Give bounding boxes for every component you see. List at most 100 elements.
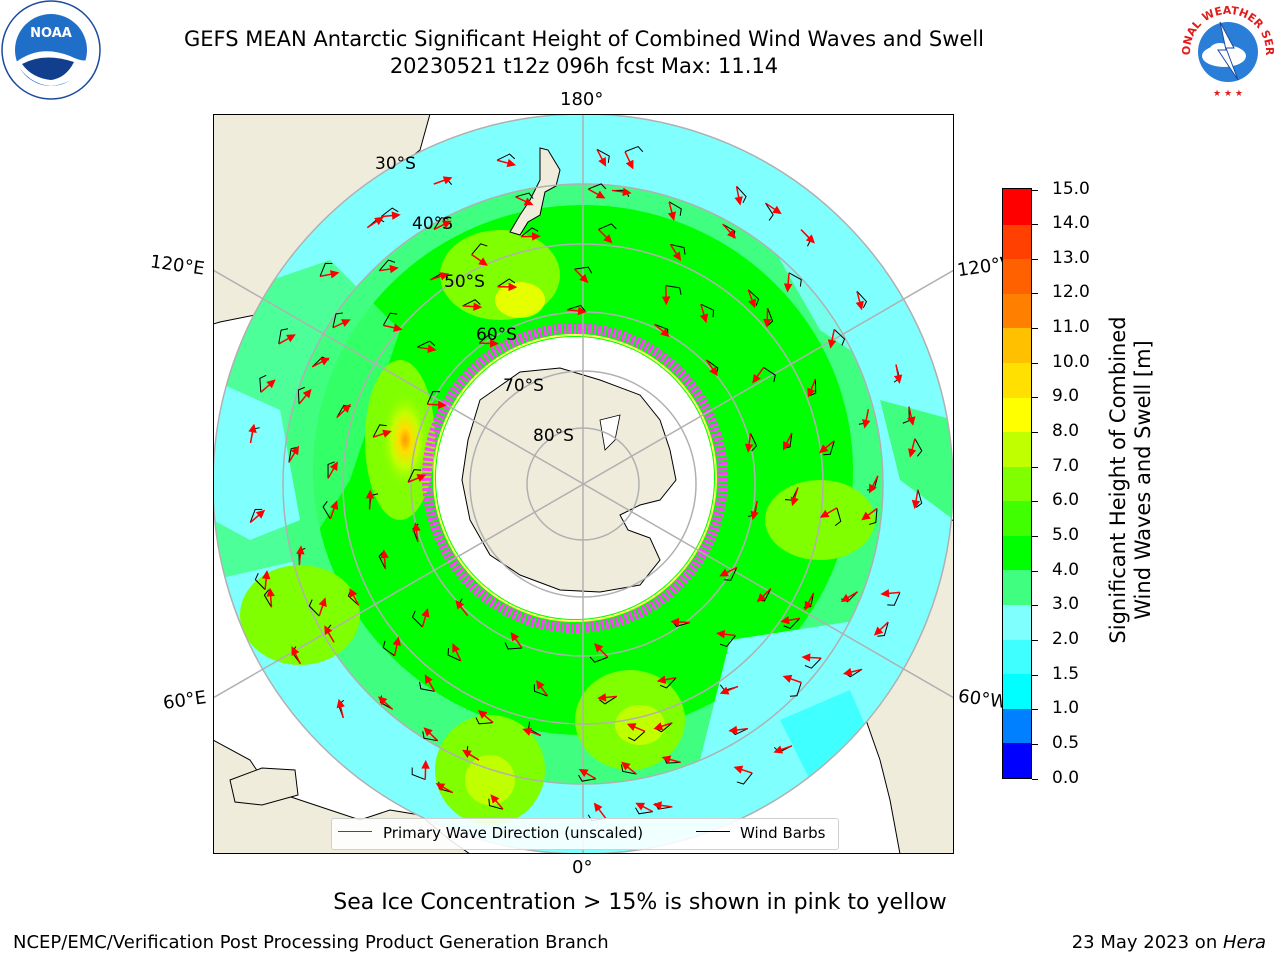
colorbar-segment	[1003, 466, 1031, 502]
lat-label-70s: 70°S	[503, 376, 544, 396]
wave-direction-arrow	[295, 544, 305, 565]
wave-direction-arrow	[626, 722, 645, 732]
wave-direction-arrow	[653, 323, 670, 337]
colorbar-tick	[1032, 535, 1038, 537]
wave-direction-arrow	[840, 590, 858, 602]
colorbar-segment	[1003, 569, 1031, 606]
wave-direction-arrow	[705, 358, 718, 376]
wave-direction-arrow	[747, 288, 756, 308]
colorbar-segment	[1003, 742, 1031, 778]
wave-direction-arrow	[382, 323, 403, 332]
wave-direction-arrow	[420, 607, 430, 627]
wave-direction-arrow	[451, 642, 462, 661]
wind-barb	[876, 621, 889, 637]
wave-direction-arrow	[861, 408, 870, 429]
wind-barb	[487, 798, 503, 810]
wind-barb	[624, 145, 643, 152]
wind-barb	[520, 226, 538, 237]
colorbar-tick-label: 13.0	[1052, 247, 1090, 268]
wave-direction-arrow	[497, 282, 517, 291]
wave-direction-arrow	[247, 423, 257, 443]
wind-barb	[659, 676, 677, 689]
wave-direction-arrow	[804, 592, 814, 610]
wave-direction-arrow	[800, 652, 821, 662]
wind-barb	[856, 290, 867, 308]
wave-direction-arrow	[611, 187, 632, 196]
wind-barb	[808, 378, 816, 396]
wind-barb	[407, 468, 421, 482]
footer-machine: Hera	[1222, 932, 1266, 953]
wave-direction-arrow	[326, 460, 338, 479]
colorbar-tick-label: 0.0	[1052, 767, 1080, 788]
wind-barb	[411, 610, 423, 627]
wave-direction-arrow	[744, 432, 753, 453]
colorbar-tick-label: 7.0	[1052, 455, 1080, 476]
wind-barb	[913, 437, 922, 457]
wave-direction-arrow	[277, 333, 296, 345]
footer-credit: NCEP/EMC/Verification Post Processing Pr…	[13, 932, 609, 953]
wave-direction-arrow	[489, 793, 504, 810]
colorbar-tick-label: 1.0	[1052, 698, 1080, 719]
wave-direction-arrow	[433, 175, 452, 185]
wind-barb	[461, 298, 481, 306]
wind-barb	[258, 374, 266, 392]
lon-label-60e: 60°E	[161, 687, 208, 714]
colorbar-title-line1: Significant Height of Combined	[1106, 316, 1130, 644]
wind-barb	[380, 206, 398, 217]
wind-barb	[378, 258, 395, 271]
colorbar-tick	[1032, 778, 1038, 780]
wave-direction-arrow	[407, 473, 426, 483]
colorbar-tick-label: 0.5	[1052, 732, 1080, 753]
wind-barb	[416, 339, 435, 348]
wind-barb	[504, 641, 522, 650]
sea-ice-ring	[421, 322, 728, 633]
wind-barb	[627, 730, 645, 741]
wave-direction-arrow	[911, 489, 920, 509]
wave-direction-arrow	[783, 272, 792, 293]
wind-barb	[762, 366, 776, 382]
colorbar-segment	[1003, 500, 1031, 536]
wave-direction-arrow	[842, 667, 862, 676]
wave-direction-arrow	[422, 726, 438, 741]
wind-barb	[766, 307, 773, 326]
colorbar-tick	[1032, 639, 1038, 641]
wave-direction-arrow	[265, 587, 275, 607]
wave-direction-arrow	[772, 744, 792, 754]
colorbar-segment	[1003, 327, 1031, 363]
colorbar-segment	[1003, 639, 1031, 675]
wave-direction-arrow	[365, 489, 374, 509]
colorbar-segment	[1003, 258, 1031, 294]
wave-direction-arrow	[429, 271, 449, 280]
madagascar-land	[228, 766, 299, 806]
wave-direction-arrow	[661, 285, 670, 305]
wave-direction-arrow	[733, 765, 753, 774]
wind-barb	[533, 683, 548, 697]
wave-direction-arrow	[329, 499, 338, 519]
wave-direction-arrow	[377, 695, 393, 710]
colorbar-title-line2: Wind Waves and Swell [m]	[1131, 340, 1155, 620]
wave-direction-arrow	[249, 509, 265, 523]
wind-barb	[668, 200, 682, 216]
wind-barb	[665, 284, 682, 295]
colorbar-tick	[1032, 501, 1038, 503]
lat-label-40s: 40°S	[412, 214, 453, 234]
wave-direction-arrow	[756, 587, 771, 602]
wave-direction-arrow	[317, 596, 327, 616]
wave-direction-arrow	[416, 344, 437, 353]
wave-direction-arrow	[873, 621, 889, 636]
lat-label-30s: 30°S	[375, 154, 416, 174]
wind-barb	[496, 152, 515, 161]
colorbar-tick	[1032, 743, 1038, 745]
wind-barb	[654, 721, 673, 732]
wave-direction-arrow	[893, 363, 902, 384]
wave-direction-arrow	[514, 195, 533, 205]
wave-direction-arrow	[287, 445, 299, 463]
colorbar-tick-label: 14.0	[1052, 213, 1090, 234]
wind-barb	[426, 390, 440, 404]
wave-direction-arrow	[818, 439, 835, 453]
wind-barb	[297, 386, 305, 404]
wave-direction-arrow	[379, 548, 389, 569]
noaa-logo: NOAA	[1, 0, 101, 100]
wind-barb	[319, 262, 332, 277]
colorbar-tick-label: 2.0	[1052, 628, 1080, 649]
